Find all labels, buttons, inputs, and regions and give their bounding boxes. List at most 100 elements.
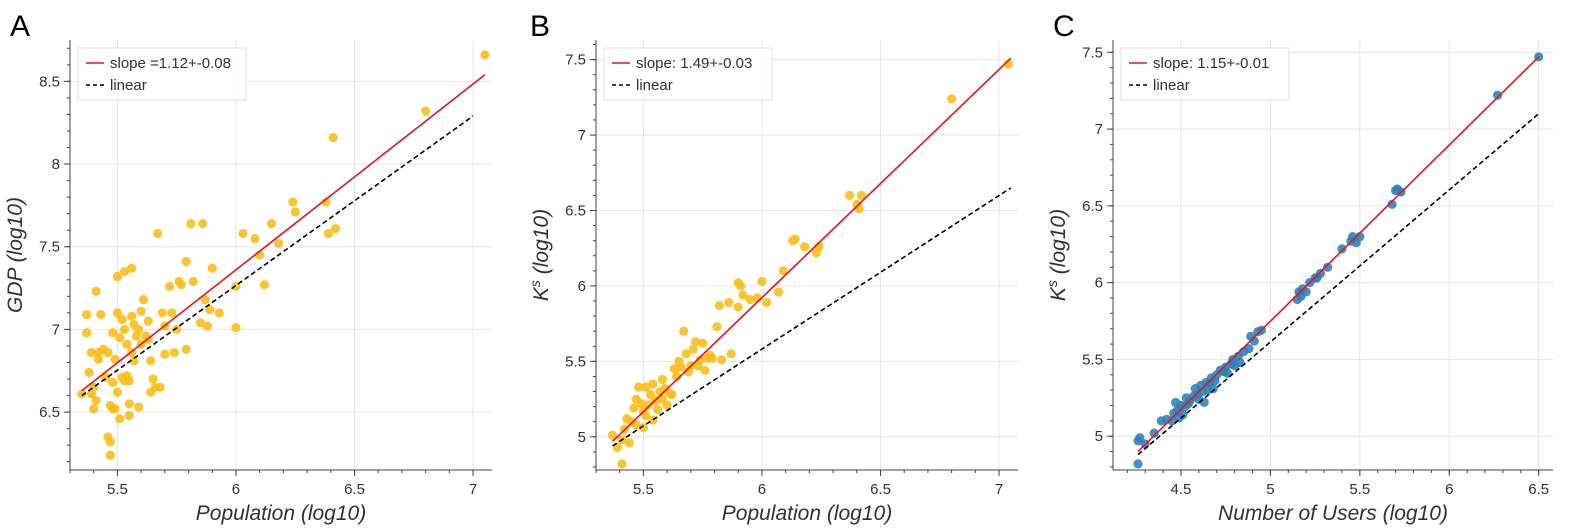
data-point — [153, 228, 163, 239]
data-point — [778, 266, 788, 276]
data-point — [134, 324, 144, 335]
legend-linear-label: linear — [636, 77, 673, 94]
data-point — [707, 353, 717, 363]
x-tick-label: 5.5 — [1349, 481, 1370, 498]
data-point — [714, 300, 724, 311]
x-axis-label: Population (log10) — [722, 502, 892, 525]
data-point — [1315, 268, 1326, 279]
data-point — [617, 459, 627, 469]
y-axis-label-tail: (log10) — [1047, 209, 1070, 280]
data-point — [1235, 357, 1245, 368]
y-tick-label: 6.5 — [565, 202, 586, 219]
x-axis-label: Number of Users (log10) — [1218, 502, 1448, 525]
data-point — [148, 374, 158, 384]
y-axis-label-superscript: s — [527, 280, 543, 287]
x-tick-label: 5.5 — [107, 481, 128, 498]
data-point — [110, 354, 120, 364]
data-point — [641, 411, 651, 421]
x-tick-label: 5 — [1266, 481, 1274, 498]
panel-c: 4.5 5 5.5 6 6.5 5 5.5 6 6.5 7 7.5 slope: 1.15+-0.01… — [1044, 10, 1553, 525]
data-point — [89, 404, 99, 414]
data-point — [127, 263, 137, 273]
data-point — [1133, 459, 1143, 469]
y-tick-label: 5 — [578, 429, 586, 446]
x-tick-label: 7 — [469, 481, 477, 498]
panel-a: 5.5 6 6.5 7 6.5 7 7.5 8 8.5 slope =1.12+-0.08 line… — [4, 10, 492, 525]
legend-fit-label: slope: 1.49+-0.03 — [636, 55, 752, 72]
data-point — [91, 395, 101, 406]
data-point — [695, 355, 705, 365]
linear-reference-line — [612, 187, 1012, 447]
data-point — [91, 286, 101, 296]
panel-letter: C — [1053, 10, 1075, 43]
data-point — [1199, 397, 1209, 408]
data-point — [681, 349, 691, 359]
data-point — [736, 281, 746, 291]
data-point — [638, 423, 649, 433]
fit-line — [612, 57, 1012, 442]
data-point — [330, 223, 341, 234]
x-tick-label: 7 — [995, 481, 1003, 498]
data-point — [96, 309, 106, 320]
x-tick-label: 6 — [758, 481, 766, 498]
data-point — [112, 271, 123, 282]
x-tick-label: 6 — [232, 481, 240, 498]
data-point — [105, 450, 115, 460]
data-point — [214, 308, 224, 318]
y-tick-label: 7 — [1095, 121, 1103, 138]
legend-box — [77, 47, 247, 101]
data-point — [119, 266, 130, 277]
data-point — [103, 347, 113, 358]
data-point — [110, 404, 120, 414]
data-point — [186, 218, 196, 229]
data-point — [124, 410, 134, 421]
data-point — [93, 354, 104, 364]
y-tick-label: 7.5 — [1082, 44, 1103, 61]
data-point — [1387, 199, 1397, 209]
legend-linear-label: linear — [110, 77, 147, 94]
panel-letter: A — [10, 10, 30, 43]
y-tick-label: 7.5 — [39, 239, 60, 256]
data-point — [81, 328, 92, 338]
data-point — [157, 308, 168, 318]
data-point — [169, 347, 179, 358]
data-point — [648, 379, 658, 389]
data-point — [1301, 287, 1311, 297]
y-tick-label: 8 — [52, 156, 60, 173]
data-point — [84, 367, 94, 378]
data-point — [160, 349, 170, 359]
data-point — [745, 294, 755, 305]
data-point — [134, 402, 144, 412]
data-point — [800, 242, 810, 252]
data-point — [662, 400, 672, 410]
data-point — [205, 304, 215, 315]
data-point — [631, 420, 641, 430]
data-point — [607, 430, 618, 440]
data-point — [1149, 428, 1159, 438]
data-point — [641, 382, 651, 392]
fit-line — [81, 74, 486, 392]
data-point — [629, 403, 639, 413]
y-tick-label: 5.5 — [565, 353, 586, 370]
data-point — [207, 263, 217, 273]
data-point — [266, 218, 277, 229]
y-axis-label-main: K — [1047, 286, 1070, 301]
data-point — [108, 377, 118, 387]
y-axis-label: Ks (log10) — [1044, 209, 1070, 301]
data-point — [1492, 90, 1503, 100]
data-point — [127, 311, 137, 321]
data-point — [77, 389, 87, 399]
x-tick-label: 5.5 — [633, 481, 654, 498]
data-point — [250, 233, 260, 244]
data-point — [202, 321, 213, 331]
data-point — [733, 302, 743, 312]
legend-box — [603, 47, 773, 101]
data-point — [119, 324, 130, 335]
data-point — [726, 349, 736, 359]
data-point — [757, 276, 767, 287]
fit-line — [1137, 56, 1540, 453]
data-point — [81, 309, 92, 320]
y-tick-label: 5 — [1095, 428, 1103, 445]
data-point — [274, 238, 284, 249]
